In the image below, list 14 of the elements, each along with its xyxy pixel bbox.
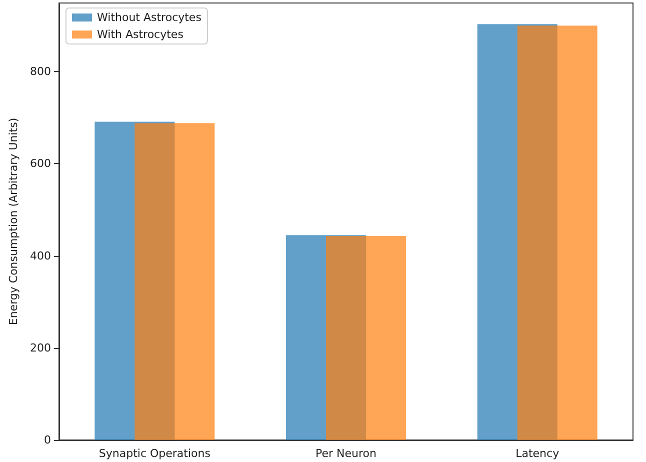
- bar: [326, 236, 406, 440]
- bar: [134, 123, 215, 440]
- legend-label: Without Astrocytes: [97, 11, 202, 24]
- legend-label: With Astrocytes: [97, 28, 184, 41]
- x-tick-label: Latency: [516, 447, 560, 460]
- bar: [517, 26, 598, 440]
- y-tick-label: 200: [30, 341, 51, 354]
- y-tick-label: 0: [44, 434, 51, 446]
- x-tick-label: Synaptic Operations: [98, 447, 211, 460]
- y-tick-label: 400: [30, 249, 51, 262]
- y-axis-title: Energy Consumption (Arbitrary Units): [7, 118, 20, 326]
- x-tick-label: Per Neuron: [316, 447, 377, 460]
- y-tick-label: 800: [30, 65, 51, 78]
- y-tick-label: 600: [30, 157, 51, 170]
